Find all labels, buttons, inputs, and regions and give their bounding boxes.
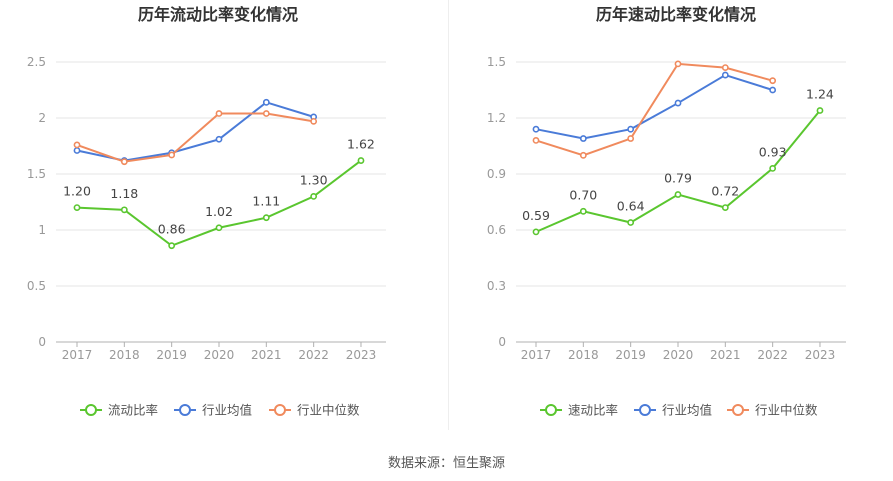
legend-swatch-marker [639, 404, 651, 416]
y-tick-label: 2.5 [27, 55, 46, 69]
y-tick-label: 0.3 [487, 279, 506, 293]
data-point-avg [532, 125, 540, 133]
chart-title: 历年流动比率变化情况 [138, 5, 298, 24]
panel-divider [448, 0, 449, 430]
y-tick-label: 1 [38, 223, 46, 237]
legend-swatch-marker [545, 404, 557, 416]
x-tick-label: 2023 [805, 348, 836, 362]
data-point-avg [262, 98, 270, 106]
legend-item-label: 流动比率 [108, 403, 158, 418]
x-tick-label: 2019 [156, 348, 187, 362]
x-tick-label: 2020 [204, 348, 235, 362]
y-tick-label: 0.6 [487, 223, 506, 237]
data-point-current [769, 164, 777, 172]
chart-title: 历年速动比率变化情况 [596, 5, 756, 24]
series-line-median [76, 112, 314, 163]
data-point-median [721, 64, 729, 71]
data-point-current [816, 107, 824, 114]
x-tick-label: 2020 [663, 348, 694, 362]
data-point-current [579, 207, 587, 215]
x-tick-label: 2018 [568, 348, 599, 362]
y-tick-label: 1.2 [487, 111, 506, 125]
data-point-current [215, 224, 223, 232]
data-point-median [168, 151, 176, 159]
data-point-avg [215, 135, 223, 143]
legend-swatch-marker [274, 404, 286, 416]
data-source-note: 数据来源：恒生聚源 [387, 456, 505, 471]
data-point-median [310, 117, 318, 125]
legend-swatch-marker [732, 404, 744, 416]
data-point-median [262, 110, 270, 117]
data-label: 1.11 [252, 194, 280, 209]
data-label: 1.18 [110, 186, 138, 201]
series-line-median [535, 62, 773, 157]
data-label: 0.79 [664, 171, 692, 186]
y-tick-label: 2 [38, 111, 46, 125]
data-point-median [579, 151, 587, 159]
series-line-avg [535, 73, 773, 140]
data-point-median [674, 60, 682, 68]
data-point-median [769, 77, 777, 85]
data-label: 0.86 [158, 222, 186, 237]
data-point-current [721, 204, 729, 211]
y-tick-label: 0.5 [27, 279, 46, 293]
x-tick-label: 2021 [251, 348, 282, 362]
data-point-avg [579, 135, 587, 142]
data-label: 1.30 [300, 172, 328, 187]
data-label: 0.72 [711, 184, 739, 199]
data-point-current [120, 206, 128, 214]
chart-panel-2: 历年速动比率变化情况 0 0.3 0.6 0.9 1.2 1.5 2017 2018 2019 20… [487, 5, 846, 418]
legend-swatch-marker [179, 404, 191, 416]
data-label: 1.02 [205, 204, 233, 219]
x-tick-label: 2022 [298, 348, 329, 362]
data-point-current [532, 228, 540, 236]
series-line-avg [76, 101, 314, 162]
data-label: 0.70 [569, 187, 597, 202]
data-point-current [674, 191, 682, 198]
data-label: 0.64 [617, 199, 645, 214]
legend-item-label: 行业中位数 [755, 403, 818, 418]
data-point-median [215, 110, 223, 117]
data-point-current [627, 219, 635, 226]
data-label: 0.59 [522, 208, 550, 223]
data-point-current [168, 242, 176, 250]
x-tick-label: 2021 [710, 348, 741, 362]
data-label: 1.20 [63, 184, 91, 199]
data-point-avg [769, 86, 777, 94]
data-point-avg [674, 99, 682, 107]
y-tick-label: 0.9 [487, 167, 506, 181]
data-point-avg [627, 125, 635, 133]
y-tick-label: 1.5 [27, 167, 46, 181]
data-point-avg [73, 147, 81, 154]
y-tick-label: 0 [38, 335, 46, 349]
chart-panel-1: 历年流动比率变化情况 0 0.5 1 1.5 2 2.5 2017 2018 2019 2020 20… [27, 5, 386, 418]
data-point-median [627, 135, 635, 142]
data-point-current [310, 192, 318, 200]
legend-item-label: 速动比率 [568, 403, 618, 418]
x-tick-label: 2019 [615, 348, 646, 362]
legend-item-label: 行业均值 [662, 403, 712, 418]
data-point-current [357, 157, 365, 164]
data-point-median [120, 158, 128, 166]
data-point-median [73, 141, 81, 149]
x-tick-label: 2018 [109, 348, 140, 362]
x-tick-label: 2017 [62, 348, 93, 362]
x-tick-label: 2017 [521, 348, 552, 362]
data-point-avg [721, 71, 729, 79]
x-tick-label: 2023 [346, 348, 377, 362]
data-point-current [73, 204, 81, 211]
data-point-current [262, 214, 270, 222]
legend-item-label: 行业中位数 [297, 403, 360, 418]
data-point-median [532, 136, 540, 144]
legend-swatch-marker [85, 404, 97, 416]
data-label: 1.24 [806, 87, 834, 102]
x-tick-label: 2022 [757, 348, 788, 362]
data-label: 1.62 [347, 137, 375, 152]
data-label: 0.93 [759, 144, 787, 159]
y-tick-label: 1.5 [487, 55, 506, 69]
legend-item-label: 行业均值 [202, 403, 252, 418]
y-tick-label: 0 [498, 335, 506, 349]
